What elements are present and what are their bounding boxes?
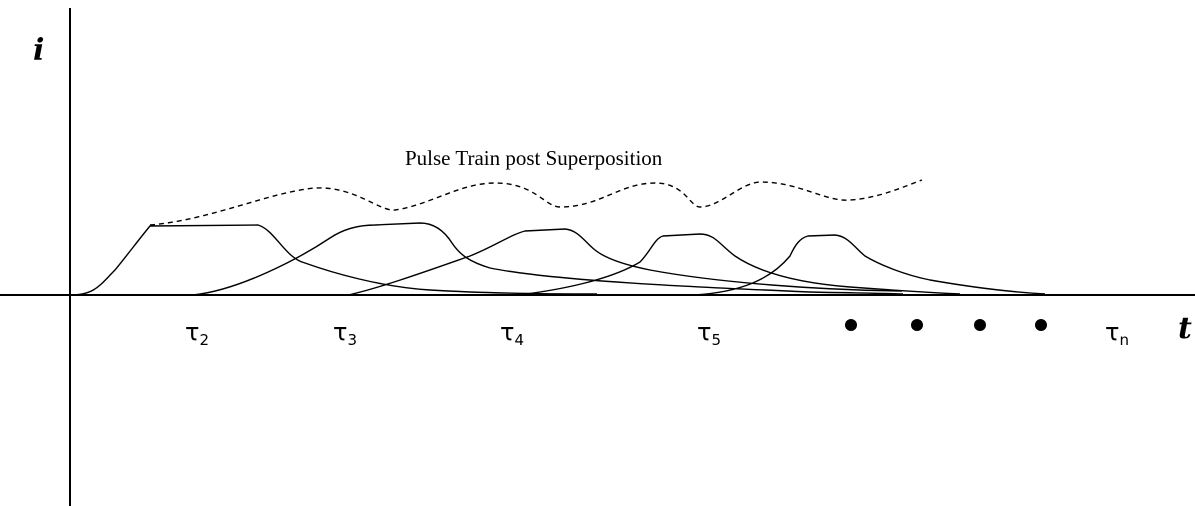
tau-label-n: τn [1105,318,1129,349]
ellipsis-dot [1035,319,1047,331]
y-axis-label: i [33,33,44,68]
tau-label-2: τ2 [185,318,209,349]
pulse-5 [694,234,1046,296]
x-axis-label: t [1178,311,1192,346]
superposition-envelope [149,179,923,226]
ellipsis-dot [911,319,923,331]
tau-label-3: τ3 [333,318,357,349]
ellipsis-dot [845,319,857,331]
tau-label-5: τ5 [697,318,721,349]
pulse-2 [192,222,904,296]
pulse-4 [517,233,961,296]
superposition-caption: Pulse Train post Superposition [405,146,663,170]
ellipsis-dot [974,319,986,331]
pulse-1 [69,224,598,296]
pulse-3 [347,228,903,296]
tau-label-4: τ4 [500,318,524,349]
